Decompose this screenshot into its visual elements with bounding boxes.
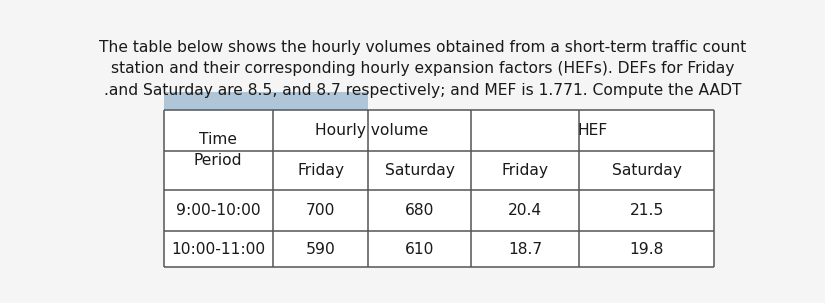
Text: Friday: Friday [502,163,549,178]
Text: Friday: Friday [297,163,344,178]
Text: Hourly volume: Hourly volume [315,123,428,138]
Text: Saturday: Saturday [384,163,455,178]
Text: Saturday: Saturday [611,163,681,178]
Text: 680: 680 [405,203,434,218]
Text: 610: 610 [405,242,434,257]
Text: 9:00-10:00: 9:00-10:00 [176,203,261,218]
Text: 700: 700 [306,203,335,218]
Text: 18.7: 18.7 [508,242,542,257]
Text: 590: 590 [305,242,336,257]
Text: The table below shows the hourly volumes obtained from a short-term traffic coun: The table below shows the hourly volumes… [99,40,747,98]
Text: Time
Period: Time Period [194,132,243,168]
Text: 20.4: 20.4 [508,203,542,218]
Bar [164,92,369,110]
Text: HEF: HEF [578,123,607,138]
Text: 19.8: 19.8 [629,242,664,257]
Text: 21.5: 21.5 [629,203,664,218]
Text: 10:00-11:00: 10:00-11:00 [171,242,266,257]
